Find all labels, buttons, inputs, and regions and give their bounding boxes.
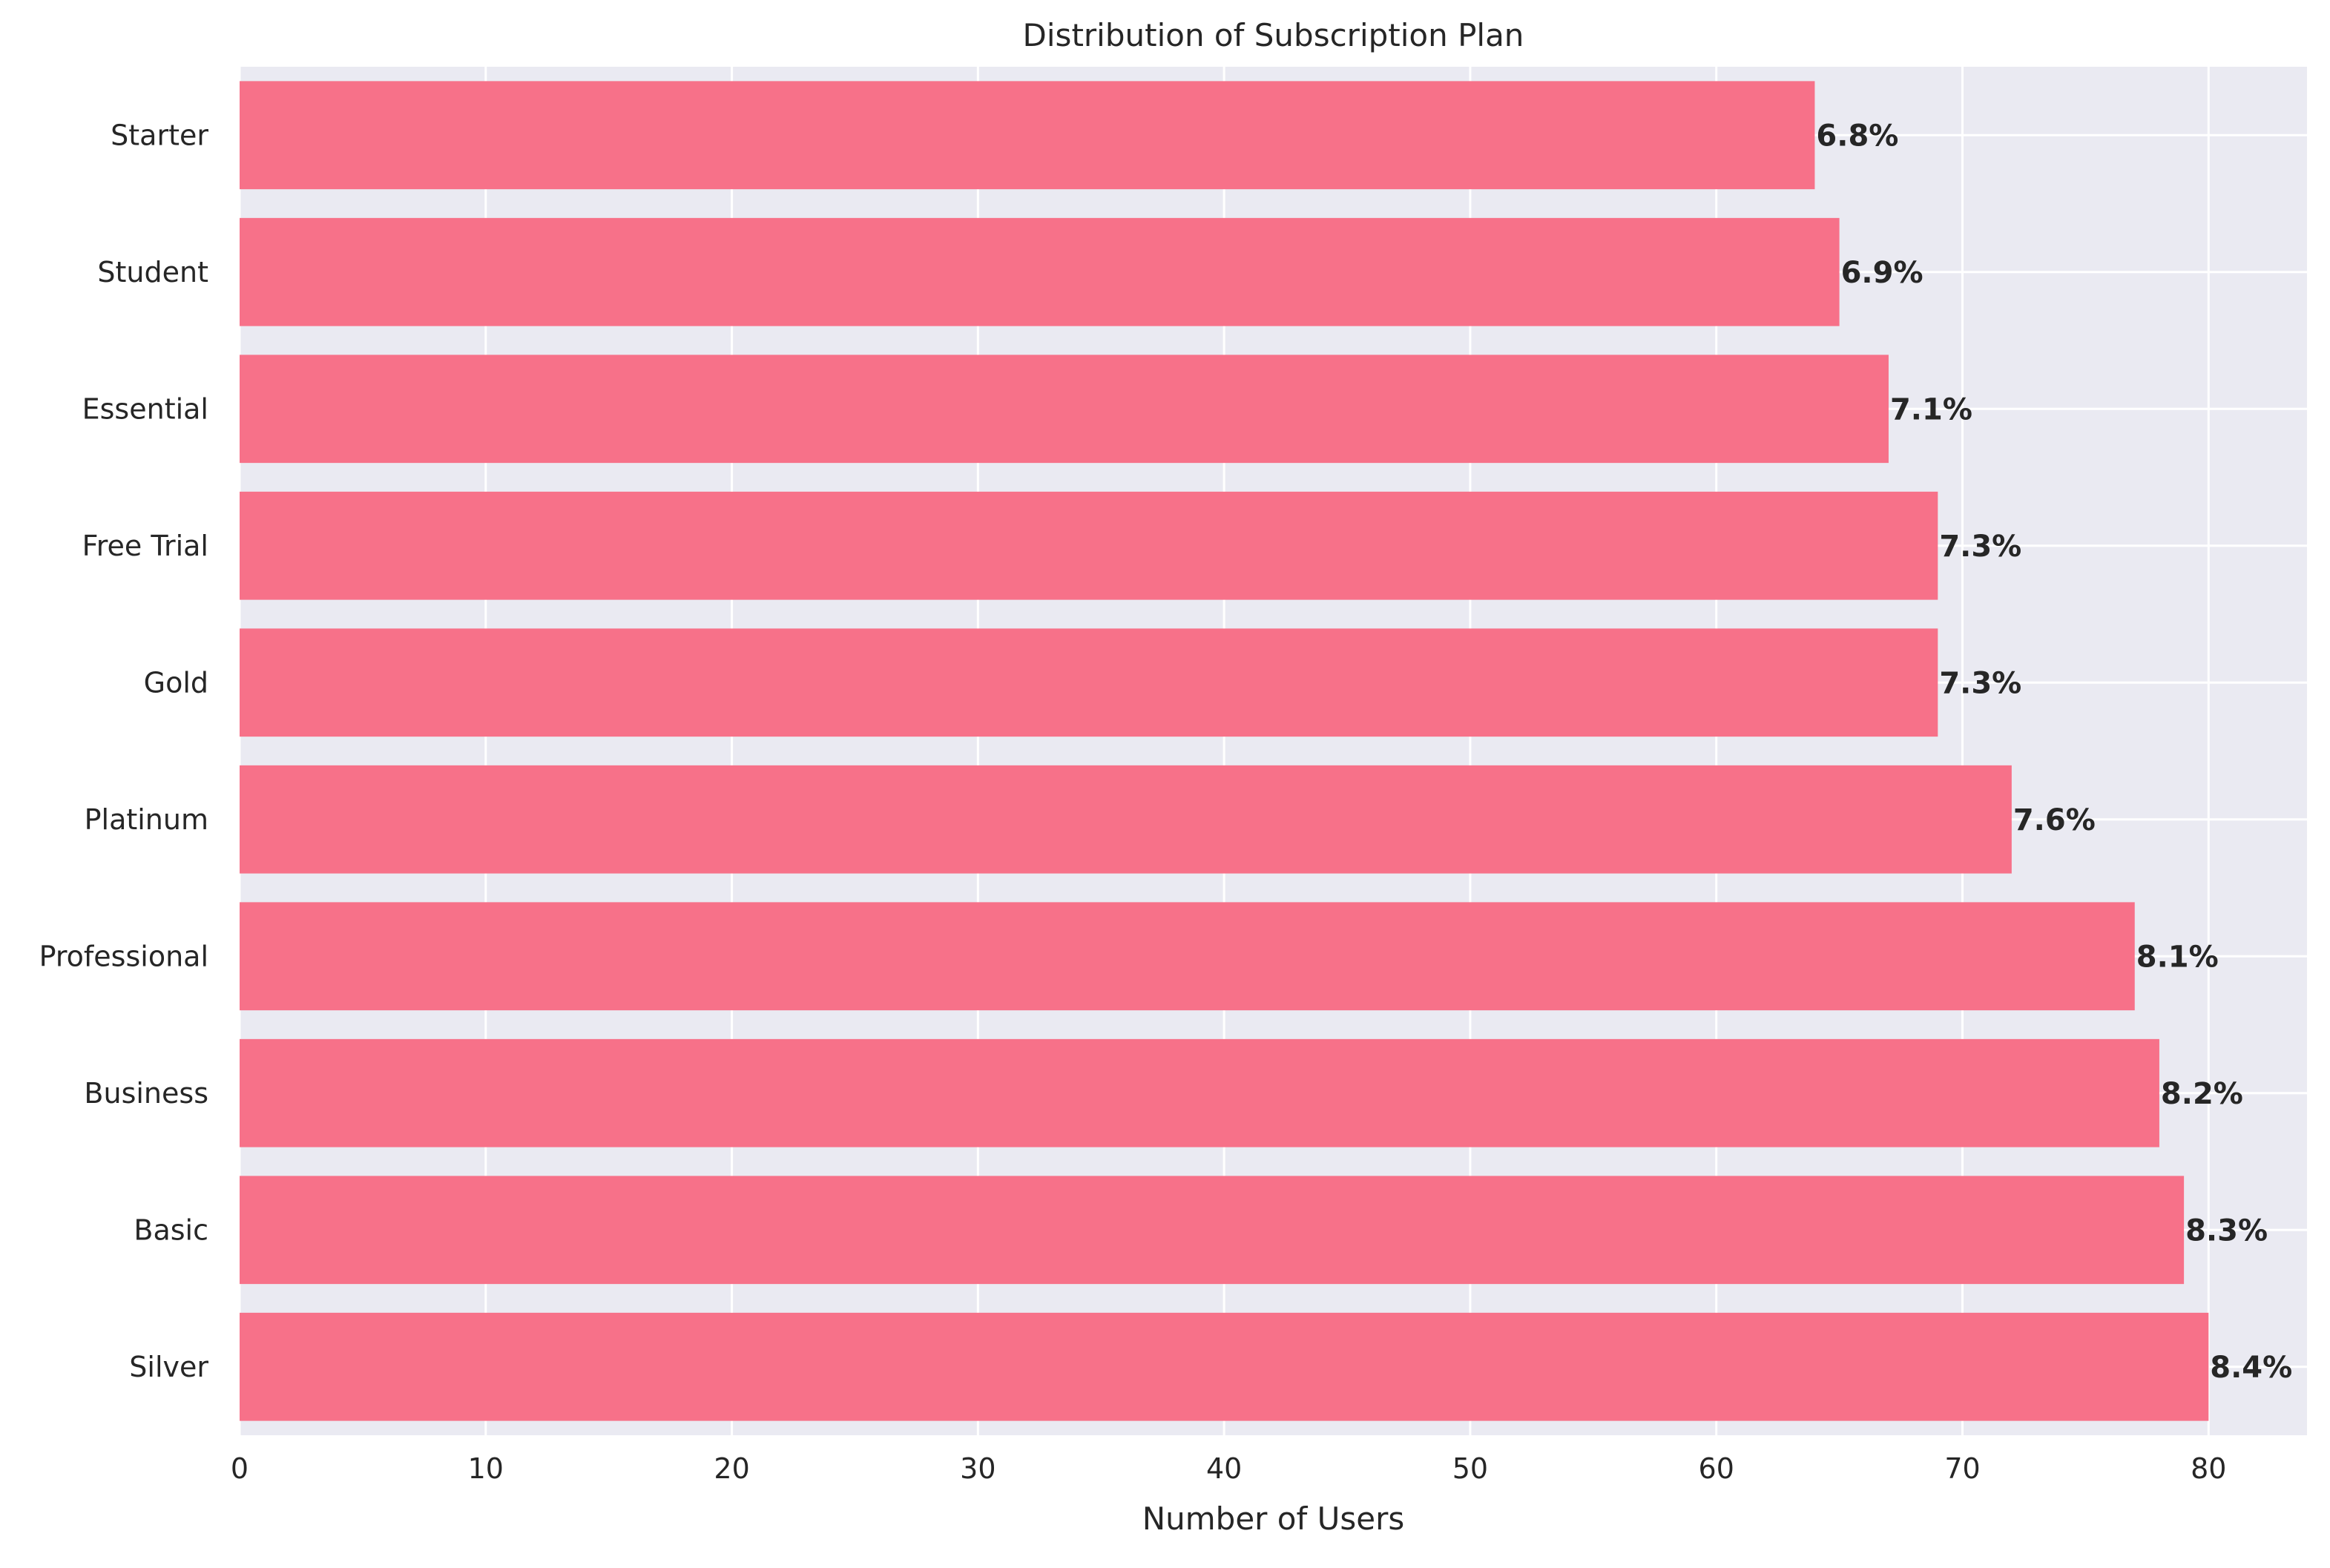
x-tick-label: 10 (468, 1452, 504, 1485)
bar-basic (240, 1176, 2185, 1285)
data-label: 8.1% (2136, 940, 2219, 974)
data-labels: 8.4% 8.3% 8.2% 8.1% 7.6% 7.3% 7.3% 7.1% 6.9% 6.8% (1816, 119, 2292, 1385)
data-label: 7.6% (2013, 803, 2096, 837)
y-tick-label: Platinum (85, 803, 208, 836)
bar-free-trial (240, 491, 1938, 600)
x-tick-labels: 0 10 20 30 40 50 60 70 80 (231, 1452, 2227, 1485)
bar-silver (240, 1312, 2209, 1421)
y-tick-label: Starter (111, 119, 208, 151)
bar-gold (240, 628, 1938, 737)
bar-platinum (240, 765, 2012, 874)
x-tick-label: 50 (1452, 1452, 1488, 1485)
bar-professional (240, 902, 2135, 1011)
y-tick-label: Silver (129, 1351, 208, 1383)
y-tick-label: Student (97, 256, 208, 289)
data-label: 8.4% (2210, 1351, 2292, 1385)
y-tick-labels: Silver Basic Business Professional Platinum G… (39, 119, 209, 1383)
x-tick-label: 40 (1206, 1452, 1242, 1485)
x-tick-label: 70 (1944, 1452, 1980, 1485)
data-label: 7.3% (1939, 530, 2021, 564)
data-label: 7.3% (1939, 666, 2021, 700)
x-tick-label: 30 (960, 1452, 995, 1485)
y-tick-label: Professional (39, 940, 208, 972)
chart-title: Distribution of Subscription Plan (1023, 17, 1524, 53)
data-label: 8.2% (2161, 1077, 2243, 1111)
data-label: 6.9% (1841, 256, 1923, 290)
y-tick-label: Free Trial (82, 530, 208, 562)
bar-essential (240, 355, 1889, 464)
y-tick-label: Gold (144, 666, 208, 699)
y-tick-label: Business (84, 1077, 208, 1110)
bars (240, 81, 2209, 1421)
y-tick-label: Essential (82, 392, 208, 425)
bar-business (240, 1038, 2159, 1147)
x-tick-label: 0 (231, 1452, 249, 1485)
data-label: 6.8% (1816, 119, 1898, 153)
x-axis-label: Number of Users (1142, 1501, 1405, 1537)
bar-student (240, 217, 1840, 326)
data-label: 7.1% (1890, 392, 1972, 426)
x-tick-label: 80 (2191, 1452, 2226, 1485)
x-tick-label: 20 (714, 1452, 749, 1485)
data-label: 8.3% (2185, 1213, 2268, 1248)
x-tick-label: 60 (1699, 1452, 1734, 1485)
y-tick-label: Basic (134, 1213, 208, 1246)
bar-starter (240, 81, 1815, 190)
